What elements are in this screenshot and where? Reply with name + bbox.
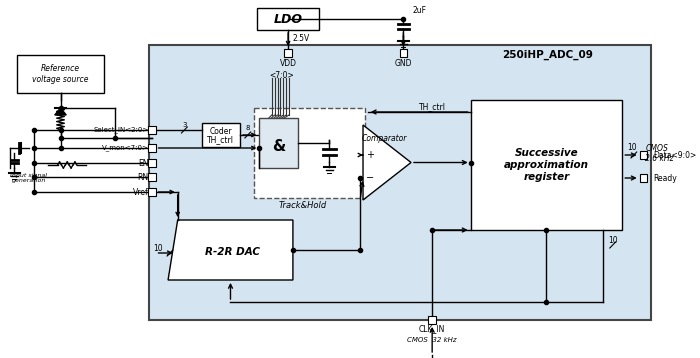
Text: GND: GND bbox=[395, 58, 412, 68]
Text: 250iHP_ADC_09: 250iHP_ADC_09 bbox=[502, 50, 593, 60]
Text: TH_ctrl: TH_ctrl bbox=[419, 102, 446, 111]
Text: Ready: Ready bbox=[653, 174, 677, 183]
Text: Reference
voltage source: Reference voltage source bbox=[32, 64, 89, 84]
Text: 3: 3 bbox=[182, 122, 187, 128]
Text: +: + bbox=[365, 150, 374, 160]
Text: Select_IN<2:0>: Select_IN<2:0> bbox=[94, 127, 149, 134]
Bar bbox=[284, 49, 292, 57]
Polygon shape bbox=[363, 125, 411, 200]
Text: Data<9:0>: Data<9:0> bbox=[653, 150, 696, 160]
Text: CMOS  32 kHz: CMOS 32 kHz bbox=[407, 337, 457, 343]
Bar bbox=[470, 100, 622, 230]
Bar bbox=[148, 144, 155, 152]
Text: −: − bbox=[365, 173, 374, 183]
Text: EN: EN bbox=[139, 159, 149, 168]
Text: R-2R DAC: R-2R DAC bbox=[205, 247, 260, 257]
Text: VDD: VDD bbox=[279, 58, 297, 68]
Bar bbox=[148, 126, 155, 134]
Text: 2.5V: 2.5V bbox=[293, 34, 310, 43]
Polygon shape bbox=[168, 220, 293, 280]
Text: 10: 10 bbox=[608, 236, 617, 245]
Text: Successive
approximation
register: Successive approximation register bbox=[504, 149, 589, 182]
Bar bbox=[640, 174, 648, 182]
Text: TH_ctrl: TH_ctrl bbox=[207, 135, 234, 145]
Text: 8: 8 bbox=[246, 125, 250, 131]
Bar bbox=[258, 8, 319, 30]
Bar bbox=[428, 316, 436, 324]
Polygon shape bbox=[55, 108, 66, 115]
Text: 10: 10 bbox=[627, 142, 637, 151]
Text: <7:0>: <7:0> bbox=[269, 71, 294, 79]
Bar bbox=[640, 151, 648, 159]
Bar bbox=[255, 108, 365, 198]
Text: Track&Hold: Track&Hold bbox=[279, 200, 327, 209]
Text: V_mon<7:0>: V_mon<7:0> bbox=[102, 145, 149, 151]
Text: CMOS: CMOS bbox=[645, 144, 668, 153]
Text: 10: 10 bbox=[153, 243, 163, 252]
Text: Input signal
generation: Input signal generation bbox=[10, 173, 48, 183]
Text: Coder: Coder bbox=[209, 126, 232, 135]
Bar bbox=[400, 49, 407, 57]
Bar bbox=[148, 188, 155, 196]
Text: LDO: LDO bbox=[274, 13, 302, 25]
Text: Comparator: Comparator bbox=[361, 134, 407, 142]
Bar bbox=[148, 159, 155, 167]
Text: 2.6 kHz: 2.6 kHz bbox=[645, 154, 674, 163]
Text: &: & bbox=[272, 139, 285, 154]
Bar bbox=[149, 45, 651, 320]
Text: CLK_IN: CLK_IN bbox=[419, 324, 445, 334]
Bar bbox=[202, 123, 240, 147]
Bar bbox=[259, 118, 298, 168]
Bar bbox=[148, 173, 155, 181]
Text: 2uF: 2uF bbox=[413, 5, 427, 15]
Bar bbox=[18, 55, 104, 93]
Text: RN: RN bbox=[138, 173, 149, 182]
Text: Vref: Vref bbox=[133, 188, 149, 197]
